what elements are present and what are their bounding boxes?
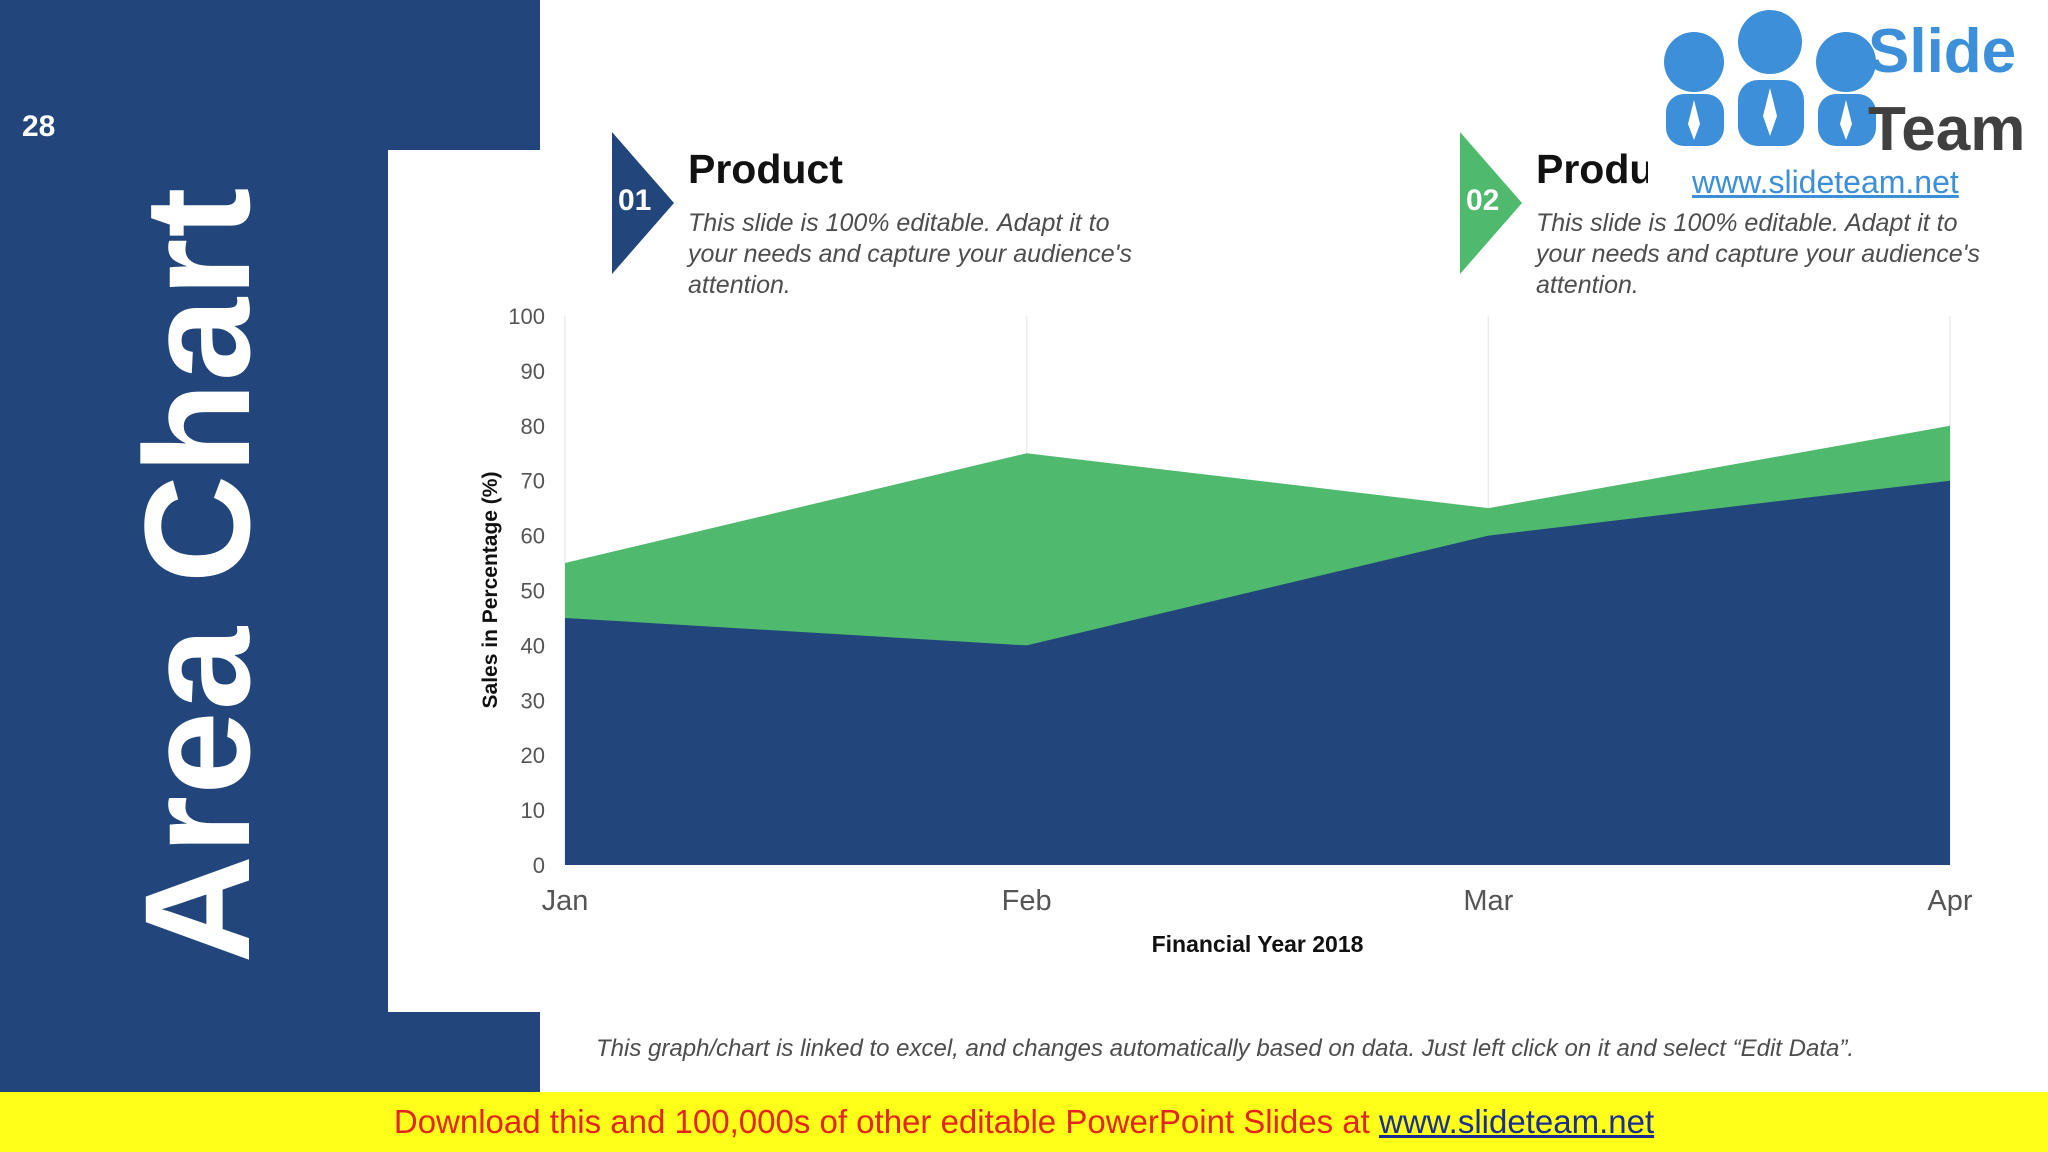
x-axis-label: Financial Year 2018 (1152, 931, 1364, 957)
y-tick-10: 10 (521, 798, 545, 823)
product-02-description: This slide is 100% editable. Adapt it to… (1536, 209, 1980, 299)
y-tick-60: 60 (521, 524, 545, 549)
white-card (388, 150, 540, 1012)
y-tick-70: 70 (521, 469, 545, 494)
area-series-2 (565, 480, 1950, 865)
y-tick-40: 40 (521, 633, 545, 658)
product-01-number: 01 (618, 184, 652, 217)
product-01-marker: 01 (612, 132, 674, 274)
area-chart: 0 10 20 30 40 50 60 70 80 90 100 Jan Feb Mar Apr Financ… (479, 304, 1973, 957)
slide-number: 28 (22, 110, 56, 143)
x-tick-jan: Jan (542, 885, 589, 917)
y-tick-100: 100 (508, 304, 545, 329)
slideteam-logo[interactable]: Slide Team www.slideteam.net (1648, 0, 2048, 200)
x-tick-mar: Mar (1463, 885, 1513, 917)
y-tick-0: 0 (533, 853, 545, 878)
y-tick-30: 30 (521, 688, 545, 713)
x-tick-feb: Feb (1002, 885, 1052, 917)
x-tick-apr: Apr (1927, 885, 1972, 917)
logo-word-slide: Slide (1868, 17, 2016, 86)
product-01-chevron (612, 132, 674, 274)
product-02-chevron (1460, 132, 1522, 274)
y-tick-90: 90 (521, 359, 545, 384)
logo-word-team: Team (1868, 95, 2025, 160)
y-tick-20: 20 (521, 743, 545, 768)
download-banner: Download this and 100,000s of other edit… (0, 1092, 2048, 1152)
banner-text: Download this and 100,000s of other edit… (393, 1103, 1379, 1140)
product-02-number: 02 (1466, 184, 1500, 217)
y-tick-50: 50 (521, 579, 545, 604)
product-01-title: Product (688, 146, 843, 192)
product-01-description: This slide is 100% editable. Adapt it to… (688, 209, 1132, 299)
banner-link[interactable]: www.slideteam.net (1379, 1103, 1655, 1140)
chart-footnote: This graph/chart is linked to excel, and… (596, 1035, 1854, 1062)
people-logo-icon: Slide Team (1664, 10, 2025, 160)
y-axis-label: Sales in Percentage (%) (479, 472, 502, 709)
product-02-marker: 02 (1460, 132, 1522, 274)
logo-url-link[interactable]: www.slideteam.net (1692, 164, 1959, 200)
y-tick-80: 80 (521, 414, 545, 439)
